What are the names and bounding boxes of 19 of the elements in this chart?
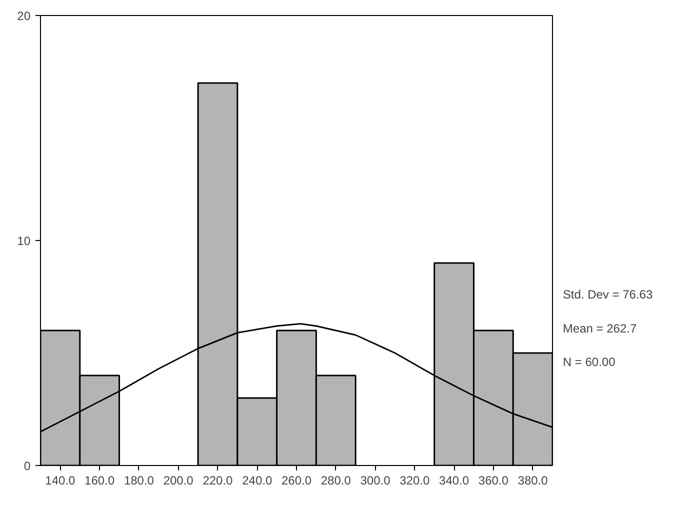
x-tick-label: 240.0 [242,474,272,488]
text: Std. Dev = 76.63 [562,288,653,302]
text: N = 60.00 [562,355,616,369]
x-tick-label: 340.0 [439,474,470,488]
x-tick-label: 180.0 [124,474,154,488]
x-tick-label: 160.0 [84,474,115,488]
x-tick-label: 380.0 [518,474,548,488]
x-tick-label: 320.0 [400,474,430,488]
x-tick-label: 220.0 [202,474,234,488]
x-tick-label: 280.0 [320,474,352,488]
x-tick-label: 360.0 [478,474,509,488]
y-tick-label: 10 [17,234,31,248]
text: Mean = 262.7 [562,321,637,336]
y-tick-label: 20 [17,9,31,23]
x-tick-label: 200.0 [163,474,194,488]
y-tick-label: 0 [24,459,31,473]
x-tick-label: 260.0 [281,474,312,488]
x-tick-label: 140.0 [45,474,76,488]
x-tick-label: 300.0 [360,474,391,488]
